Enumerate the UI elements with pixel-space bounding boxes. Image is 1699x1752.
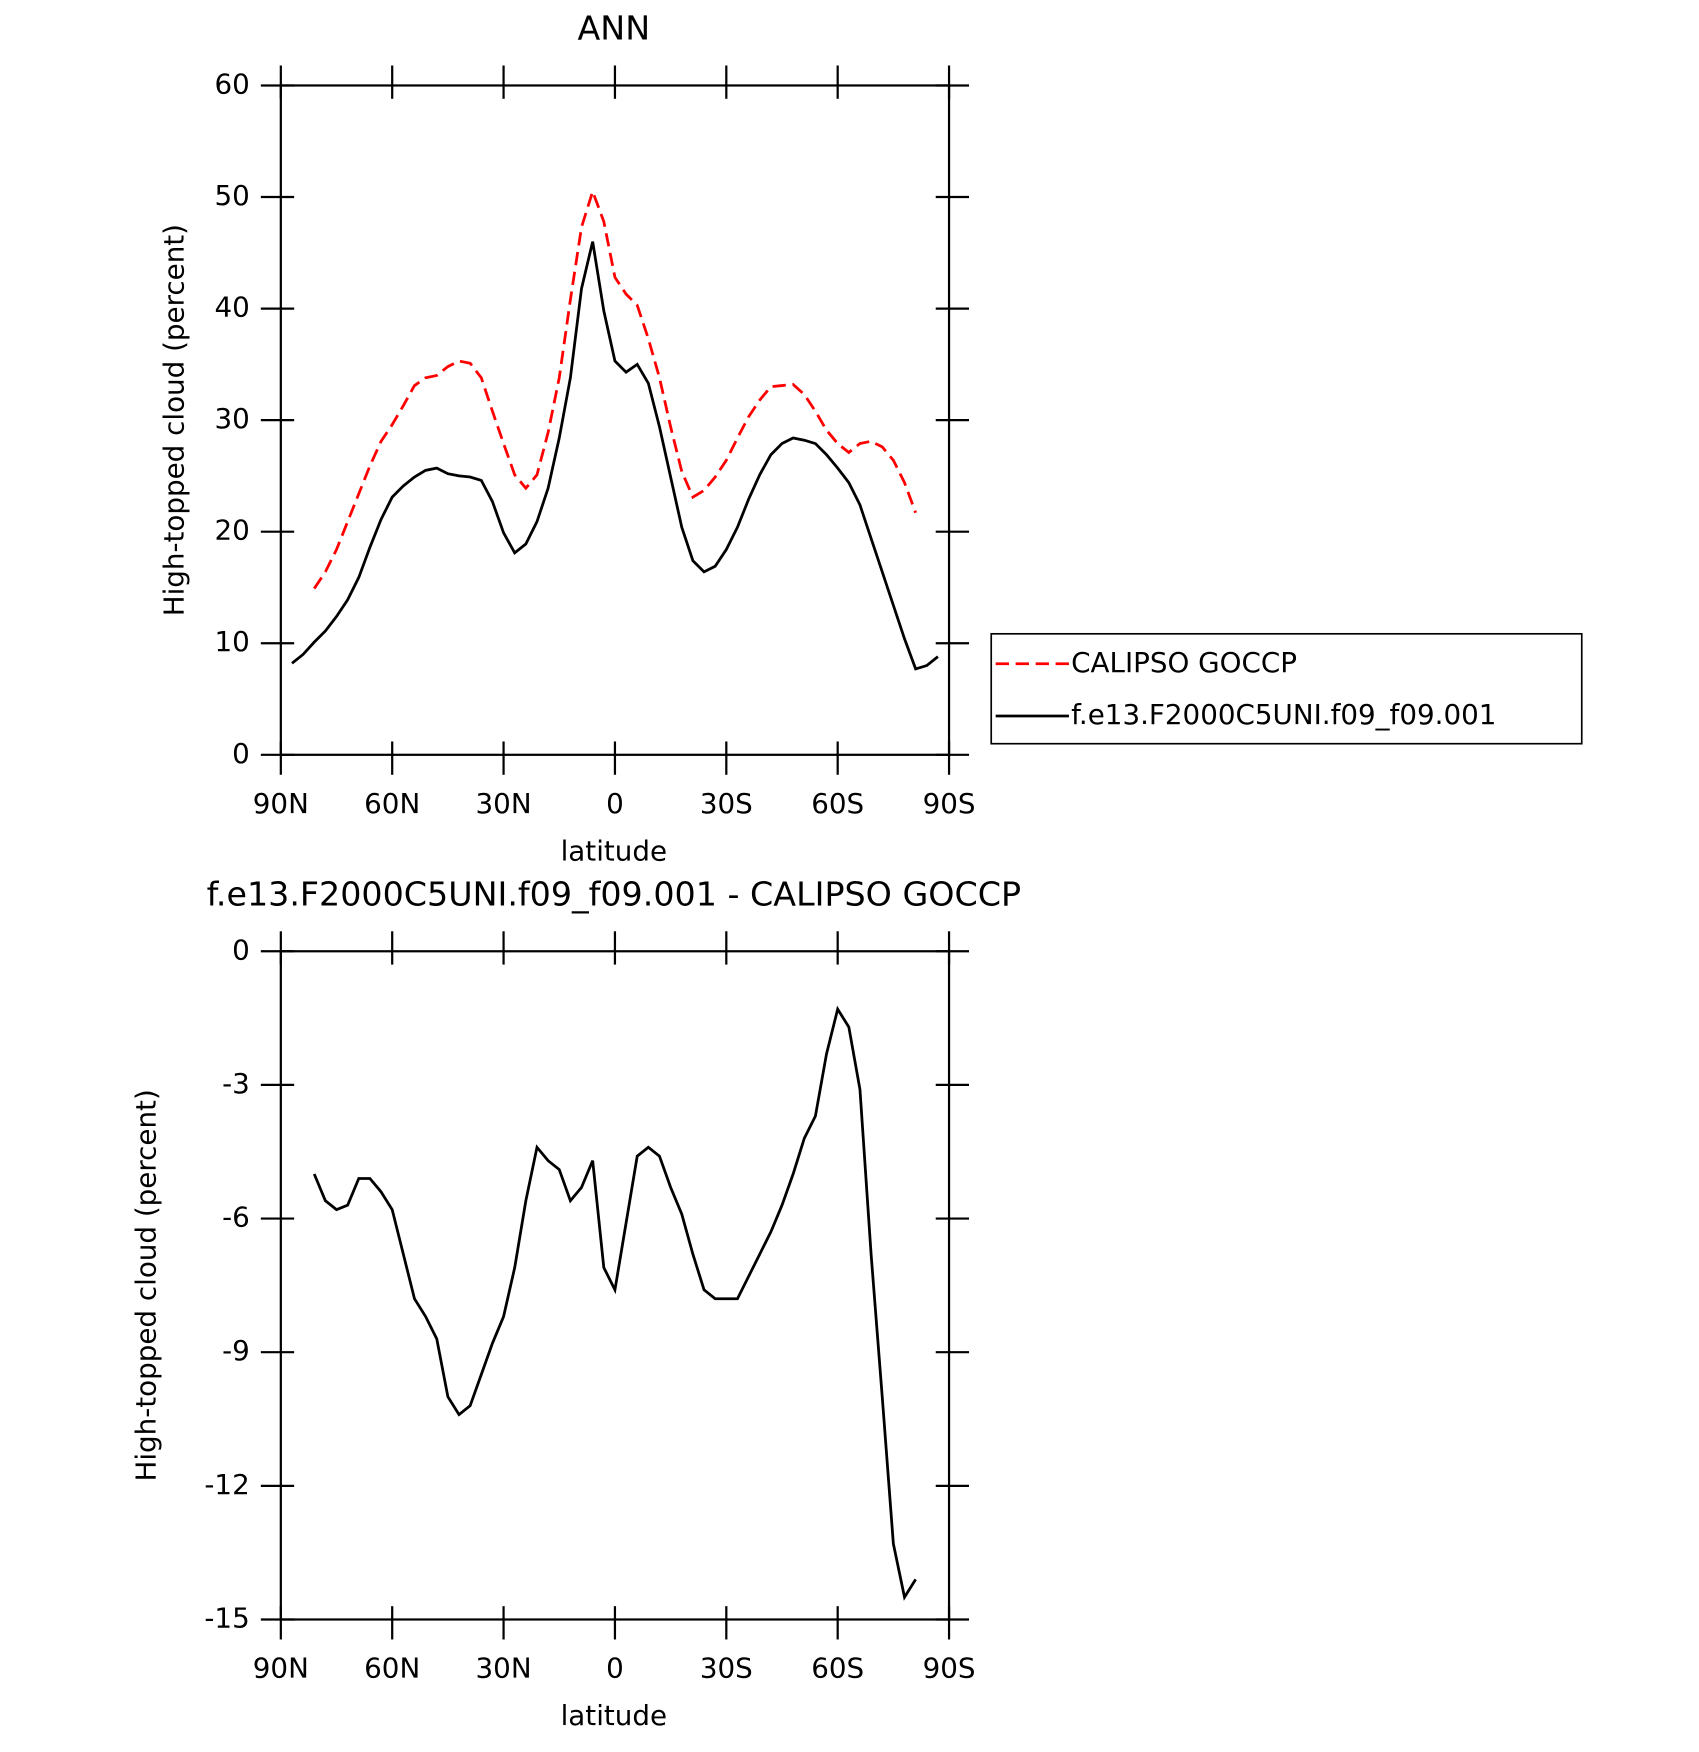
x-tick-label: 60N [364,1651,420,1684]
y-tick-label: 60 [214,67,249,100]
x-tick-label: 60N [364,787,420,820]
x-tick-label: 90N [253,787,309,820]
y-tick-label: 20 [214,514,249,547]
y-tick-label: 50 [214,179,249,212]
y-axis-label: High-topped cloud (percent) [130,1089,163,1481]
x-tick-label: 60S [811,1651,864,1684]
y-tick-label: 0 [232,933,250,966]
y-tick-label: 40 [214,291,249,324]
x-tick-label: 60S [811,787,864,820]
legend-label: CALIPSO GOCCP [1071,646,1297,679]
x-axis-label: latitude [561,1699,667,1732]
y-tick-label: -12 [204,1468,249,1501]
y-tick-label: -15 [204,1601,249,1634]
plot-frame [279,84,951,756]
y-tick-label: 30 [214,402,249,435]
x-axis-label: latitude [561,834,667,867]
y-tick-label: -3 [222,1067,250,1100]
chart-title: f.e13.F2000C5UNI.f09_f09.001 - CALIPSO G… [207,874,1021,913]
legend-label: f.e13.F2000C5UNI.f09_f09.001 [1071,698,1496,731]
y-tick-label: 10 [214,625,249,658]
y-tick-label: -6 [222,1201,250,1234]
y-tick-label: 0 [232,737,250,770]
x-tick-label: 90S [923,1651,976,1684]
x-tick-label: 0 [606,787,624,820]
data-line [312,1005,917,1601]
x-tick-label: 30N [476,787,532,820]
x-tick-label: 30N [476,1651,532,1684]
legend-box [990,632,1583,745]
chart-area: ANN latitude High-topped cloud (percent) 0 1… [130,8,1583,1732]
x-tick-label: 30S [700,1651,753,1684]
y-tick-label: -9 [222,1334,250,1367]
chart-title: ANN [578,8,651,47]
data-line [313,187,917,590]
x-tick-label: 90S [923,787,976,820]
y-axis-label: High-topped cloud (percent) [157,224,190,616]
x-tick-label: 0 [606,1651,624,1684]
x-tick-label: 90N [253,1651,309,1684]
data-line [291,241,939,671]
x-tick-label: 30S [700,787,753,820]
